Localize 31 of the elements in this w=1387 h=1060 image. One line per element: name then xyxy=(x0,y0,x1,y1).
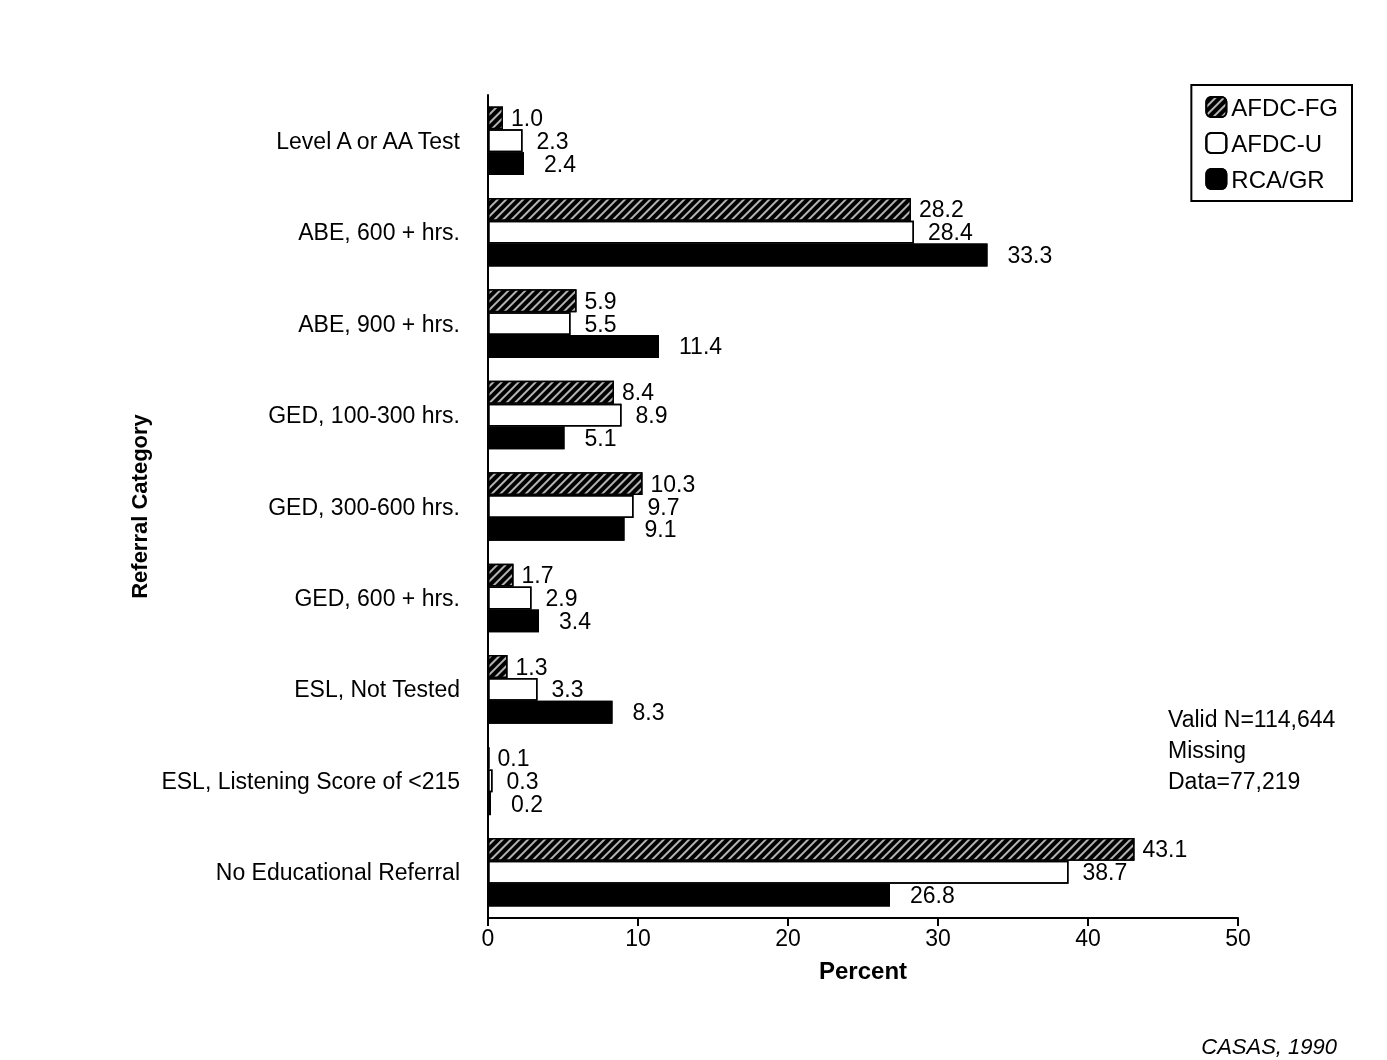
y-tick-label: GED, 300-600 hrs. xyxy=(268,493,460,520)
x-tick-label: 40 xyxy=(1075,924,1101,951)
x-tick-label: 0 xyxy=(481,924,495,951)
text: CASAS, 1990 xyxy=(1201,1033,1338,1059)
annotation: Valid N=114,644 Missing Data=77,219 xyxy=(1168,705,1336,794)
data-label: 8.3 xyxy=(632,699,665,726)
y-tick-label: ABE, 900 + hrs. xyxy=(298,310,460,337)
y-axis-title: Referral Category xyxy=(127,413,153,599)
y-tick-label: GED, 100-300 hrs. xyxy=(268,402,460,429)
data-label: 33.3 xyxy=(1007,242,1053,269)
data-label: 1.3 xyxy=(515,653,548,680)
x-tick-label: 10 xyxy=(625,924,651,951)
y-tick-label: Level A or AA Test xyxy=(276,127,461,154)
data-label: 38.7 xyxy=(1082,859,1128,886)
legend-label: AFDC-FG xyxy=(1231,93,1338,121)
x-tick-label: 20 xyxy=(775,924,801,951)
x-tick-label: 30 xyxy=(925,924,951,951)
data-label: 26.8 xyxy=(910,882,955,909)
y-tick-label: ABE, 600 + hrs. xyxy=(298,219,460,246)
data-label: 5.1 xyxy=(584,424,617,451)
legend-label: RCA/GR xyxy=(1231,165,1325,193)
data-label: 3.3 xyxy=(551,676,584,703)
y-tick-label: ESL, Not Tested xyxy=(294,676,460,703)
x-axis-title: Percent xyxy=(818,956,908,984)
data-label: 43.1 xyxy=(1142,836,1188,863)
y-tick-label: No Educational Referral xyxy=(215,859,460,886)
y-tick-label: GED, 600 + hrs. xyxy=(294,584,460,611)
y-tick-label: ESL, Listening Score of <215 xyxy=(161,767,460,794)
legend-label: AFDC-U xyxy=(1231,129,1322,157)
x-tick-label: 50 xyxy=(1225,924,1251,951)
data-label: 11.4 xyxy=(679,333,723,360)
